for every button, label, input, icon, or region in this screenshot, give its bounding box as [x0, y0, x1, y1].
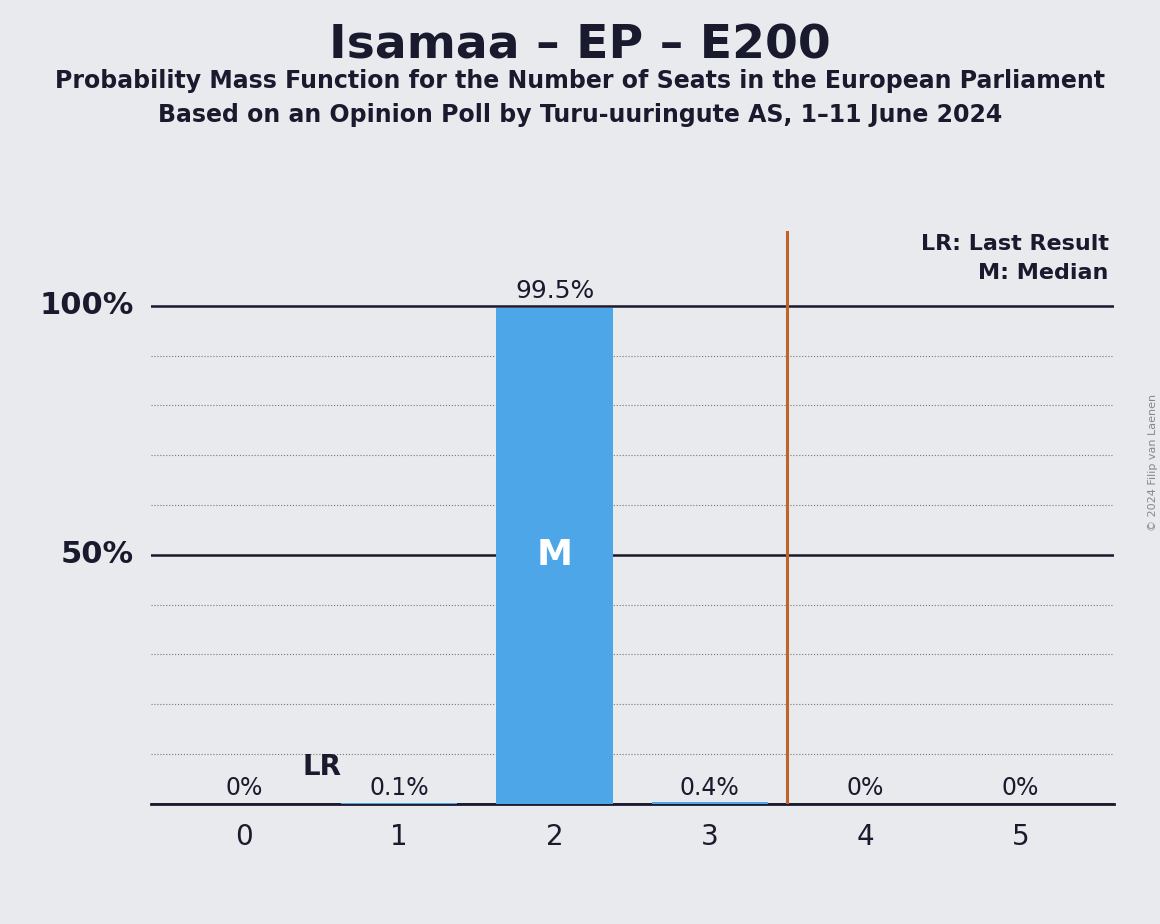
Text: Probability Mass Function for the Number of Seats in the European Parliament: Probability Mass Function for the Number… [55, 69, 1105, 93]
Text: 100%: 100% [39, 291, 133, 321]
Text: © 2024 Filip van Laenen: © 2024 Filip van Laenen [1147, 394, 1158, 530]
Text: LR: Last Result: LR: Last Result [921, 234, 1109, 254]
Bar [652, 802, 768, 804]
Text: Isamaa – EP – E200: Isamaa – EP – E200 [329, 23, 831, 68]
Text: 0.1%: 0.1% [369, 776, 429, 800]
Text: M: M [537, 538, 573, 572]
Text: LR: LR [302, 752, 341, 781]
Text: 99.5%: 99.5% [515, 279, 594, 303]
Text: 0%: 0% [847, 776, 884, 800]
Bar [496, 309, 612, 804]
Text: 50%: 50% [60, 541, 133, 569]
Text: M: Median: M: Median [978, 262, 1109, 283]
Text: 0%: 0% [1002, 776, 1039, 800]
Text: Based on an Opinion Poll by Turu-uuringute AS, 1–11 June 2024: Based on an Opinion Poll by Turu-uuringu… [158, 103, 1002, 128]
Text: 0.4%: 0.4% [680, 776, 740, 800]
Text: 0%: 0% [225, 776, 262, 800]
